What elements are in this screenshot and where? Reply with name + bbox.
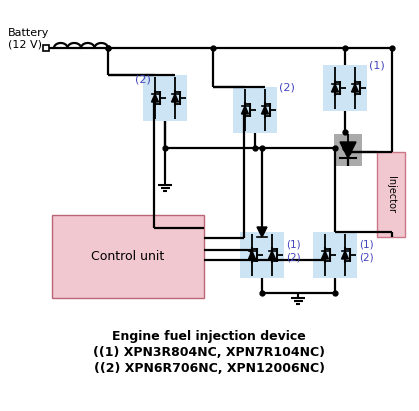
Polygon shape [331, 84, 339, 92]
Polygon shape [341, 251, 349, 259]
Text: Control unit: Control unit [91, 249, 165, 263]
Text: Injector: Injector [386, 175, 396, 212]
Bar [240, 232, 284, 278]
Text: (2): (2) [359, 252, 374, 262]
Text: (1): (1) [286, 239, 300, 249]
Bar [334, 134, 362, 166]
Polygon shape [171, 94, 178, 102]
Text: (2): (2) [279, 82, 295, 92]
Polygon shape [269, 251, 276, 259]
Polygon shape [321, 251, 328, 259]
Bar [313, 232, 357, 278]
Bar [143, 75, 187, 121]
Polygon shape [257, 227, 267, 237]
Bar [43, 45, 49, 51]
Text: Engine fuel injection device: Engine fuel injection device [112, 330, 306, 343]
Text: (2): (2) [135, 74, 151, 84]
Text: (1): (1) [369, 60, 385, 70]
Bar [377, 152, 405, 237]
Text: Battery
(12 V): Battery (12 V) [8, 28, 49, 50]
Polygon shape [352, 84, 359, 92]
Polygon shape [152, 94, 158, 102]
Polygon shape [340, 142, 356, 158]
Polygon shape [248, 251, 256, 259]
Polygon shape [241, 106, 248, 114]
Bar [323, 65, 367, 111]
Text: ((1) XPN3R804NC, XPN7R104NC): ((1) XPN3R804NC, XPN7R104NC) [93, 346, 325, 359]
Bar [233, 87, 277, 133]
Text: ((2) XPN6R706NC, XPN12006NC): ((2) XPN6R706NC, XPN12006NC) [93, 362, 324, 375]
Text: (1): (1) [359, 239, 374, 249]
Polygon shape [261, 106, 269, 114]
Bar [52, 215, 204, 298]
Text: (2): (2) [286, 252, 300, 262]
